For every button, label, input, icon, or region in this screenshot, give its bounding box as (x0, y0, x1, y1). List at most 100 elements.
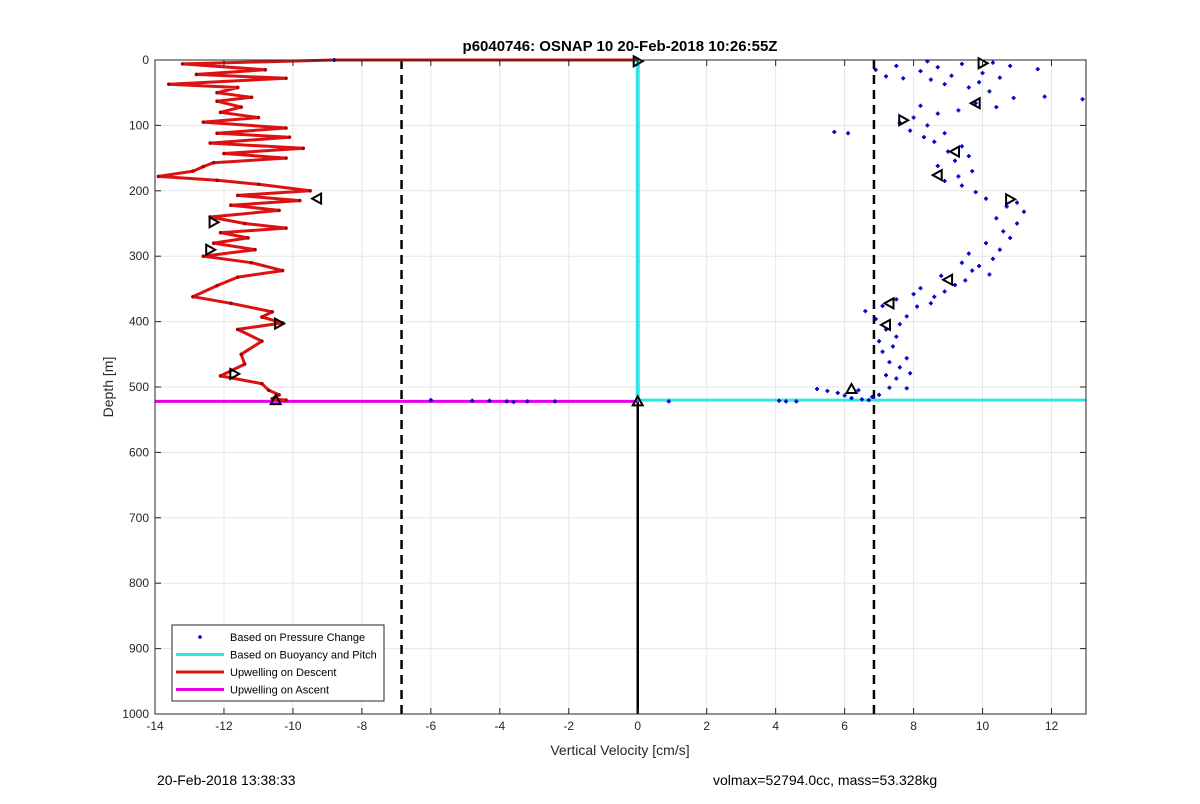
pressure-change-point-110 (997, 75, 1002, 80)
upwelling-descent-point-4 (284, 76, 288, 81)
upwelling-descent-point-27 (308, 189, 312, 193)
pressure-change-point-43 (911, 292, 916, 297)
pressure-change-point-106 (990, 60, 995, 65)
pressure-change-point-92 (966, 85, 971, 90)
x-tick-label--6: -6 (426, 719, 437, 733)
pressure-change-point-65 (984, 196, 989, 201)
pressure-change-point-28 (887, 360, 892, 365)
pressure-change-point-37 (904, 314, 909, 319)
direction-marker-right-7 (882, 296, 895, 310)
upwelling-descent-point-53 (218, 374, 223, 378)
pressure-change-point-13 (825, 388, 830, 393)
upwelling-descent-point-49 (235, 327, 240, 332)
upwelling-descent-point-56 (277, 393, 281, 397)
direction-marker-right-2 (898, 113, 911, 127)
pressure-change-point-29 (904, 356, 909, 361)
y-tick-label-600: 600 (129, 445, 149, 459)
x-tick-label--12: -12 (215, 719, 233, 733)
x-axis-ticks: -14 -12 -10 -8 -6 -4 -2 0 2 4 6 8 10 12 (146, 60, 1059, 733)
upwelling-descent-point-54 (260, 381, 264, 386)
pressure-change-point-101 (873, 67, 878, 72)
pressure-change-point-76 (932, 139, 937, 144)
pressure-change-point-49 (939, 273, 944, 278)
pressure-change-point-51 (987, 272, 992, 277)
upwelling-descent-point-50 (260, 339, 264, 344)
upwelling-descent-point-46 (270, 309, 275, 314)
pressure-change-point-70 (970, 169, 975, 174)
upwelling-descent-point-47 (260, 315, 264, 319)
direction-marker-left-1 (208, 215, 221, 229)
pressure-change-point-108 (1035, 67, 1040, 72)
direction-marker-right-6 (941, 273, 954, 287)
footer-timestamp: 20-Feb-2018 13:38:33 (157, 772, 296, 788)
pressure-change-point-3 (487, 398, 492, 403)
y-tick-label-400: 400 (129, 315, 149, 329)
x-tick-label--14: -14 (146, 719, 164, 733)
direction-marker-right-0 (977, 56, 990, 70)
x-tick-label-12: 12 (1045, 719, 1059, 733)
series-pressure-change (332, 58, 1085, 405)
x-tick-label-8: 8 (910, 719, 917, 733)
y-axis-label: Depth [m] (100, 357, 116, 418)
pressure-change-point-62 (1021, 209, 1026, 214)
pressure-change-point-30 (880, 349, 885, 354)
y-tick-label-200: 200 (129, 184, 149, 198)
pressure-change-point-66 (973, 190, 978, 195)
upwelling-descent-point-51 (239, 352, 244, 357)
pressure-change-point-69 (956, 174, 961, 179)
upwelling-descent-point-17 (208, 141, 212, 145)
y-tick-label-1000: 1000 (122, 707, 149, 721)
pressure-change-point-89 (1042, 94, 1047, 99)
upwelling-descent-point-21 (211, 160, 216, 165)
upwelling-descent-point-26 (256, 182, 261, 187)
pressure-change-point-80 (925, 123, 930, 128)
pressure-change-point-55 (966, 251, 971, 256)
pressure-change-point-46 (918, 286, 923, 291)
x-tick-label--8: -8 (357, 719, 368, 733)
y-axis-ticks: 0 100 200 300 400 500 600 700 800 900 1000 (122, 53, 1086, 721)
pressure-change-point-85 (918, 103, 923, 108)
upwelling-descent-point-2 (263, 68, 268, 72)
pressure-change-point-53 (959, 260, 964, 265)
pressure-change-point-47 (952, 282, 957, 287)
legend-label-0: Based on Pressure Change (230, 632, 365, 644)
legend-label-3: Upwelling on Ascent (230, 685, 329, 697)
upwelling-descent-point-45 (229, 301, 233, 306)
x-axis-label: Vertical Velocity [cm/s] (550, 742, 689, 758)
pressure-change-point-104 (846, 131, 851, 136)
upwelling-descent-point-23 (191, 169, 195, 173)
pressure-change-point-54 (990, 256, 995, 261)
y-tick-label-300: 300 (129, 249, 149, 263)
pressure-change-point-102 (884, 74, 889, 79)
upwelling-descent-point-39 (201, 254, 206, 258)
upwelling-descent-point-43 (215, 283, 219, 288)
direction-markers (205, 54, 1018, 407)
pressure-change-point-12 (815, 386, 820, 391)
upwelling-descent-point-25 (215, 178, 219, 183)
legend-label-1: Based on Buoyancy and Pitch (230, 650, 377, 662)
y-tick-label-800: 800 (129, 576, 149, 590)
upwelling-descent-point-55 (266, 388, 271, 393)
pressure-change-point-16 (849, 396, 854, 401)
chart-title: p6040746: OSNAP 10 20-Feb-2018 10:26:55Z (463, 38, 778, 55)
direction-marker-left-2 (205, 243, 218, 257)
upwelling-descent-point-22 (201, 164, 206, 169)
pressure-change-point-90 (1080, 97, 1085, 102)
y-tick-label-500: 500 (129, 380, 149, 394)
direction-marker-left-5 (269, 393, 283, 406)
pressure-change-point-24 (894, 376, 899, 381)
upwelling-descent-point-28 (235, 193, 240, 198)
pressure-change-point-71 (935, 163, 940, 168)
pressure-change-point-38 (863, 309, 868, 314)
upwelling-descent-point-5 (166, 82, 171, 86)
pressure-change-point-26 (908, 371, 913, 376)
pressure-change-point-41 (894, 297, 899, 302)
pressure-change-point-10 (784, 399, 789, 404)
pressure-change-point-40 (915, 304, 920, 309)
pressure-change-point-44 (932, 294, 937, 299)
pressure-change-point-109 (980, 71, 985, 76)
pressure-change-point-73 (966, 154, 971, 159)
pressure-change-point-22 (887, 385, 892, 390)
upwelling-descent-point-7 (215, 90, 219, 95)
upwelling-descent-point-18 (301, 146, 306, 151)
